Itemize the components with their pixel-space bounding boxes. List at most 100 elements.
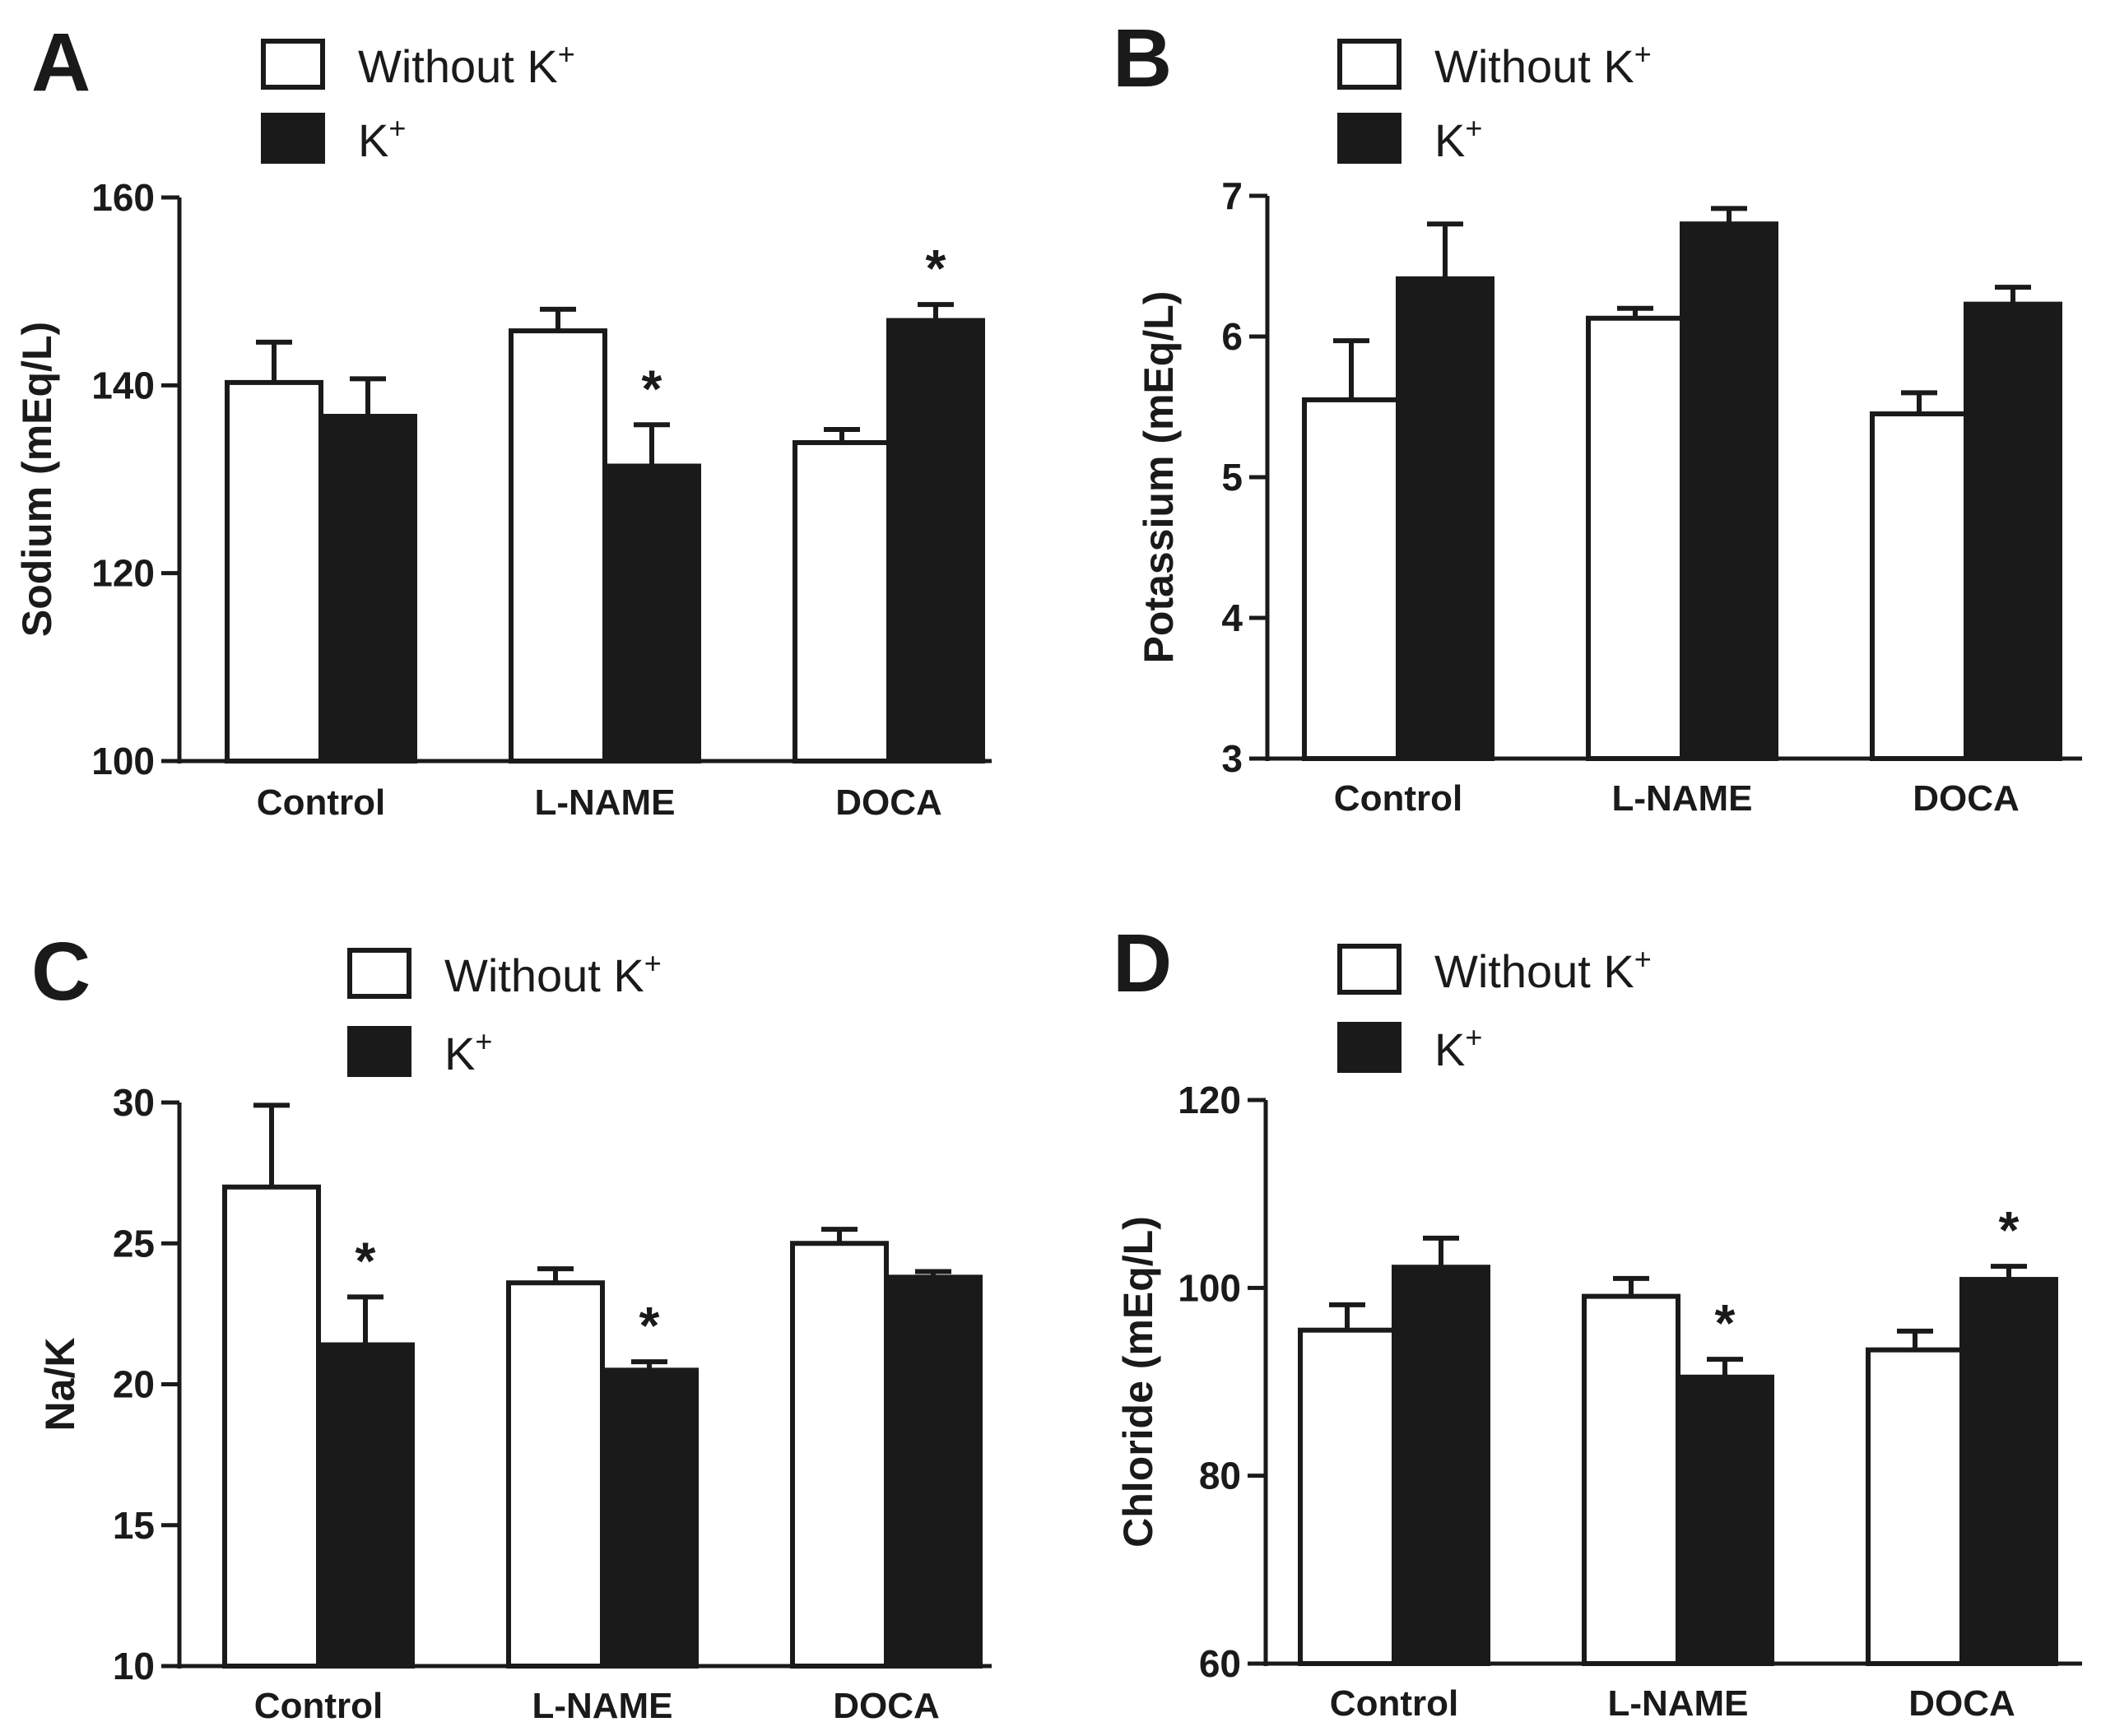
panel-d: D Without K+ K+ 60 80 100 120 Chloride (mEq/L) C… xyxy=(1113,917,2082,1724)
bar-without-k-control xyxy=(1302,397,1401,761)
significance-marker: * xyxy=(1715,1293,1736,1353)
panel-label: B xyxy=(1113,12,1172,104)
y-axis-title: Na/K xyxy=(37,1338,83,1432)
y-tick-label: 120 xyxy=(1178,1079,1241,1121)
legend-superscript: + xyxy=(1465,111,1482,145)
bar-without-k-control xyxy=(222,1184,321,1669)
significance-marker: * xyxy=(356,1231,376,1290)
y-tick-label: 7 xyxy=(1221,174,1243,217)
bar-k-l-name xyxy=(600,1367,699,1669)
legend-label-filled: K+ xyxy=(444,1024,492,1079)
legend-superscript: + xyxy=(1465,1020,1482,1054)
panel-b: B Without K+ K+ 3 4 5 6 7 Potassium (mEq/L) Contr… xyxy=(1113,12,2082,819)
panel-label: C xyxy=(31,926,91,1018)
legend-label-open: Without K+ xyxy=(1434,37,1652,92)
panel-a: A Without K+ K+ 100 120 140 160 Sodium (mEq/L) C… xyxy=(14,16,992,823)
y-tick-label: 120 xyxy=(91,552,155,595)
legend-superscript: + xyxy=(644,946,662,980)
x-category-label: DOCA xyxy=(833,1686,940,1726)
x-category-label: Control xyxy=(1334,778,1462,819)
bar-without-k-doca xyxy=(1870,411,1969,761)
bar-without-k-doca xyxy=(793,439,891,764)
legend-label-open: Without K+ xyxy=(358,37,575,92)
bar-without-k-doca xyxy=(1866,1347,1964,1667)
x-category-label: L-NAME xyxy=(532,1686,672,1726)
bar-k-doca xyxy=(1959,1277,2058,1667)
x-category-label: DOCA xyxy=(1913,778,2020,819)
y-tick-label: 100 xyxy=(91,740,155,782)
x-category-label: DOCA xyxy=(835,782,942,823)
x-category-label: L-NAME xyxy=(1611,778,1752,819)
x-category-label: Control xyxy=(257,782,385,823)
panel-label: D xyxy=(1113,917,1172,1010)
bar-k-doca xyxy=(886,318,985,764)
legend: Without K+ K+ xyxy=(1337,37,1652,166)
legend-swatch-filled xyxy=(1337,1022,1401,1073)
y-tick-label: 100 xyxy=(1178,1266,1241,1309)
bar-without-k-control xyxy=(1298,1327,1397,1667)
legend-label-open: Without K+ xyxy=(444,946,662,1001)
significance-marker: * xyxy=(642,359,662,418)
legend-superscript: + xyxy=(558,37,575,71)
significance-marker: * xyxy=(639,1296,660,1355)
legend-swatch-filled xyxy=(261,113,325,164)
bar-without-k-l-name xyxy=(1582,1293,1680,1666)
y-tick-label: 20 xyxy=(113,1363,155,1406)
legend-swatch-filled xyxy=(347,1026,411,1077)
y-tick-label: 3 xyxy=(1221,737,1243,780)
x-category-label: L-NAME xyxy=(534,782,675,823)
significance-marker: * xyxy=(1999,1200,2020,1260)
y-tick-label: 80 xyxy=(1199,1455,1241,1497)
x-category-label: Control xyxy=(254,1686,383,1726)
panel-c: C Without K+ K+ 10 15 20 25 30 Na/K * Control * L-NA… xyxy=(31,926,992,1726)
x-category-label: DOCA xyxy=(1908,1683,2015,1724)
legend-label-filled: K+ xyxy=(358,111,406,166)
bar-without-k-l-name xyxy=(506,1280,605,1669)
legend-superscript: + xyxy=(1634,37,1652,71)
bar-k-control xyxy=(318,414,417,764)
legend-superscript: + xyxy=(1634,942,1652,976)
y-tick-label: 140 xyxy=(91,364,155,406)
y-axis-title: Chloride (mEq/L) xyxy=(1115,1216,1161,1548)
y-tick-label: 10 xyxy=(113,1645,155,1687)
legend-label-filled: K+ xyxy=(1434,1020,1482,1075)
bar-k-l-name xyxy=(602,463,701,764)
y-tick-label: 6 xyxy=(1221,315,1243,358)
legend-swatch-open xyxy=(347,948,411,999)
significance-marker: * xyxy=(926,239,946,298)
bar-k-control xyxy=(1396,276,1494,761)
y-tick-label: 15 xyxy=(113,1504,155,1547)
bar-without-k-control xyxy=(225,379,323,764)
y-tick-label: 30 xyxy=(113,1081,155,1124)
y-tick-label: 4 xyxy=(1221,596,1243,639)
bar-without-k-l-name xyxy=(1586,315,1685,761)
bar-k-control xyxy=(316,1342,415,1669)
legend-swatch-filled xyxy=(1337,113,1401,164)
bar-without-k-l-name xyxy=(509,328,607,764)
legend-swatch-open xyxy=(261,39,325,90)
panel-label: A xyxy=(31,16,91,109)
y-axis-title: Sodium (mEq/L) xyxy=(14,322,60,637)
legend-label-filled: K+ xyxy=(1434,111,1482,166)
y-tick-label: 25 xyxy=(113,1222,155,1265)
bar-k-l-name xyxy=(1680,221,1778,761)
legend-superscript: + xyxy=(475,1024,492,1058)
bar-k-doca xyxy=(884,1274,983,1669)
y-tick-label: 60 xyxy=(1199,1642,1241,1685)
y-tick-label: 5 xyxy=(1221,456,1243,499)
legend: Without K+ K+ xyxy=(261,37,575,166)
legend-superscript: + xyxy=(388,111,406,145)
legend-swatch-open xyxy=(1337,944,1401,995)
bar-without-k-doca xyxy=(790,1241,889,1669)
legend: Without K+ K+ xyxy=(347,946,662,1079)
legend-swatch-open xyxy=(1337,39,1401,90)
bar-k-control xyxy=(1392,1265,1490,1666)
y-axis-title: Potassium (mEq/L) xyxy=(1136,291,1182,664)
x-category-label: L-NAME xyxy=(1607,1683,1748,1724)
x-category-label: Control xyxy=(1330,1683,1458,1724)
bar-k-doca xyxy=(1964,301,2062,762)
legend-label-open: Without K+ xyxy=(1434,942,1652,997)
bar-k-l-name xyxy=(1676,1374,1774,1666)
y-tick-label: 160 xyxy=(91,176,155,219)
